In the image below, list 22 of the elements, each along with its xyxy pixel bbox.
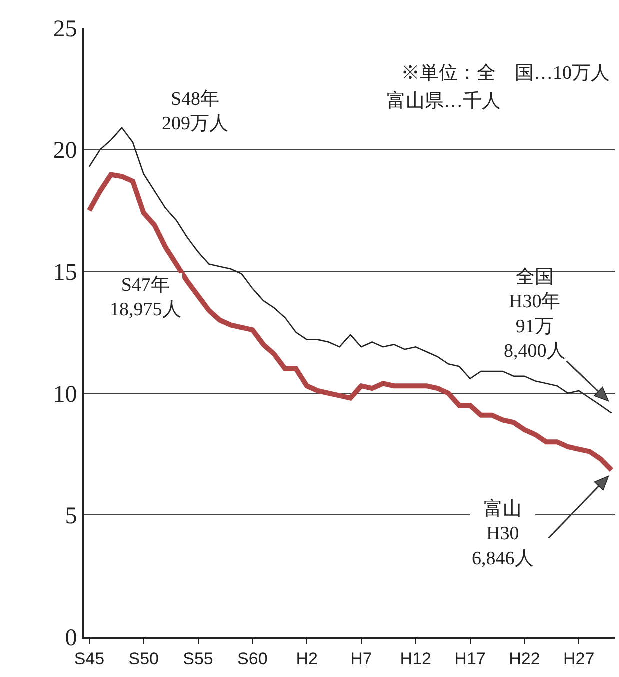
annotation: 富山 H30 6,846人 (472, 498, 534, 570)
x-tick-label: H27 (563, 649, 595, 668)
x-tick-label: H12 (400, 649, 432, 668)
annotation: ※単位：全 国…10万人 (401, 63, 610, 84)
x-tick-label: H22 (509, 649, 540, 668)
y-tick-label: 15 (53, 260, 78, 286)
x-tick-label: S50 (128, 649, 159, 668)
y-tick-label: 10 (53, 382, 78, 408)
x-tick-label: S55 (183, 649, 214, 668)
annotation: S47年 18,975人 (110, 275, 182, 321)
x-tick-label: H17 (454, 649, 486, 668)
y-tick-label: 20 (53, 138, 78, 164)
annotation: S48年 209万人 (162, 89, 228, 135)
y-tick-label: 25 (53, 16, 78, 42)
x-tick-label: S60 (238, 649, 268, 668)
x-tick-label: S45 (74, 649, 105, 668)
x-tick-label: H2 (296, 649, 318, 668)
x-tick-label: H7 (350, 649, 372, 668)
y-tick-label: 0 (65, 625, 78, 652)
annotation: 全国 H30年 91万 8,400人 (504, 267, 566, 362)
y-tick-label: 5 (65, 504, 78, 530)
annotation: 富山県…千人 (387, 90, 501, 112)
